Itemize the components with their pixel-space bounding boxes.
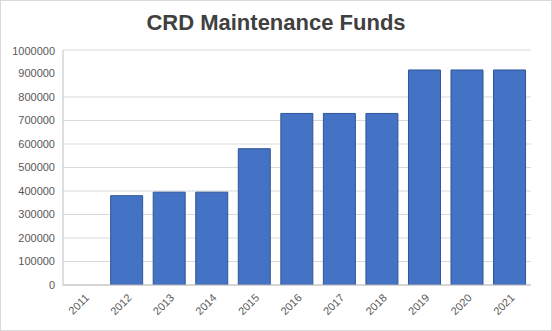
- svg-text:700000: 700000: [18, 114, 55, 126]
- svg-text:0: 0: [49, 279, 55, 291]
- svg-text:1000000: 1000000: [12, 45, 55, 57]
- svg-text:300000: 300000: [18, 208, 55, 220]
- svg-text:2013: 2013: [151, 291, 177, 317]
- svg-text:900000: 900000: [18, 67, 55, 79]
- svg-text:2011: 2011: [66, 291, 91, 316]
- svg-text:2016: 2016: [278, 291, 304, 317]
- svg-text:200000: 200000: [18, 232, 55, 244]
- svg-text:2019: 2019: [406, 291, 432, 317]
- svg-text:2018: 2018: [363, 291, 389, 317]
- svg-text:100000: 100000: [18, 255, 55, 267]
- svg-text:500000: 500000: [18, 161, 55, 173]
- svg-text:2020: 2020: [448, 291, 474, 317]
- svg-text:2017: 2017: [321, 291, 347, 317]
- svg-text:2015: 2015: [236, 291, 262, 317]
- svg-text:600000: 600000: [18, 138, 55, 150]
- html-text:CRD Maintenance Funds: CRD Maintenance Funds: [146, 10, 406, 35]
- svg-text:2021: 2021: [491, 291, 517, 317]
- svg-text:400000: 400000: [18, 185, 55, 197]
- svg-text:2014: 2014: [193, 291, 219, 317]
- svg-text:800000: 800000: [18, 91, 55, 103]
- svg-text:2012: 2012: [108, 291, 134, 317]
